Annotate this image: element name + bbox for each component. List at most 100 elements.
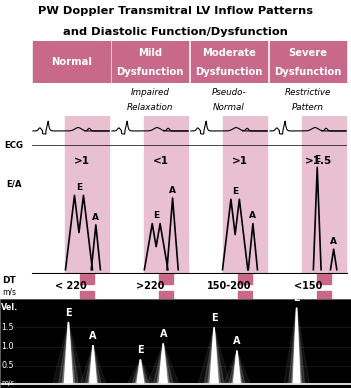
Polygon shape [233,350,240,383]
Text: Vel.: Vel. [1,303,19,312]
Bar [302,146,346,274]
Text: A: A [233,336,241,346]
Polygon shape [135,359,145,383]
Text: m/s: m/s [2,287,16,296]
Bar [159,273,173,284]
Text: 1.5: 1.5 [1,323,14,332]
Bar [223,146,267,274]
Bar [33,41,110,83]
Bar [65,146,109,274]
Text: Pattern: Pattern [292,103,324,112]
Polygon shape [157,343,170,383]
Polygon shape [137,359,144,383]
Polygon shape [148,343,179,383]
Text: A: A [330,237,337,246]
Bar [270,41,346,83]
Text: E/A: E/A [6,179,22,189]
Bar [191,41,267,83]
Polygon shape [80,345,106,383]
Text: >1.5: >1.5 [305,156,332,166]
Bar [302,113,346,149]
Bar [80,291,94,299]
Polygon shape [210,327,218,383]
Polygon shape [232,350,242,383]
Text: ECG: ECG [5,141,24,150]
Text: A: A [159,329,167,339]
Text: Severe: Severe [289,48,327,58]
Bar [65,113,109,149]
Text: Relaxation: Relaxation [127,103,173,112]
Text: A: A [89,331,97,341]
Polygon shape [65,322,72,383]
Bar [223,113,267,149]
Text: Dysfunction: Dysfunction [196,68,263,77]
Text: E: E [232,187,238,196]
Text: E: E [314,155,320,164]
Text: >220: >220 [136,281,164,291]
Text: Normal: Normal [213,103,245,112]
Polygon shape [199,327,230,383]
Polygon shape [154,343,173,383]
Text: E: E [153,211,159,220]
Polygon shape [293,308,300,383]
Polygon shape [64,322,73,383]
Text: E: E [211,313,217,323]
Bar [144,113,188,149]
Bar [159,291,173,299]
Polygon shape [224,350,250,383]
Polygon shape [159,343,167,383]
Polygon shape [204,327,224,383]
Text: E: E [76,183,82,192]
Text: m/s: m/s [1,379,15,386]
Text: Moderate: Moderate [202,48,256,58]
Text: A: A [250,211,256,220]
Polygon shape [159,343,167,383]
Text: Impaired: Impaired [131,88,170,97]
Polygon shape [210,327,218,383]
Polygon shape [128,359,153,383]
Text: <150: <150 [294,281,322,291]
Text: DT: DT [2,276,15,285]
Polygon shape [53,322,84,383]
Polygon shape [229,350,245,383]
Text: >1: >1 [74,156,90,166]
Text: Mild: Mild [138,48,162,58]
Text: Restrictive: Restrictive [285,88,331,97]
Text: 150-200: 150-200 [207,281,251,291]
Polygon shape [234,350,240,383]
Bar [238,291,252,299]
Bar [317,291,331,299]
Text: E: E [293,293,300,303]
Text: Dysfunction: Dysfunction [274,68,342,77]
Text: and Diastolic Function/Dysfunction: and Diastolic Function/Dysfunction [63,27,288,37]
Bar [317,273,331,284]
Polygon shape [90,345,96,383]
Text: Normal: Normal [51,57,92,67]
Polygon shape [90,345,97,383]
Text: <1: <1 [153,156,168,166]
Text: 0.5: 0.5 [1,361,14,370]
Polygon shape [59,322,78,383]
Bar [238,273,252,284]
Polygon shape [293,308,300,383]
Polygon shape [289,308,304,383]
Text: E: E [65,308,72,317]
Polygon shape [208,327,220,383]
Text: 1.0: 1.0 [1,343,14,352]
Bar [80,273,94,284]
Text: < 220: < 220 [55,281,87,291]
Text: A: A [169,186,176,195]
Text: A: A [92,213,99,222]
Bar [144,146,188,274]
Polygon shape [292,308,302,383]
Polygon shape [62,322,75,383]
Polygon shape [284,308,309,383]
Polygon shape [137,359,144,383]
Polygon shape [88,345,98,383]
Bar [112,41,188,83]
Text: Pseudo-: Pseudo- [212,88,246,97]
Text: Dysfunction: Dysfunction [117,68,184,77]
Polygon shape [85,345,101,383]
Polygon shape [133,359,148,383]
Text: E: E [137,345,144,355]
